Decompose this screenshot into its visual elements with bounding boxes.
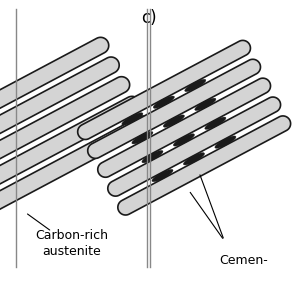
- Text: Cemen-: Cemen-: [219, 254, 268, 267]
- Polygon shape: [88, 59, 260, 158]
- Polygon shape: [185, 79, 206, 91]
- Polygon shape: [0, 116, 151, 230]
- Polygon shape: [0, 57, 119, 171]
- Polygon shape: [215, 136, 236, 148]
- Polygon shape: [78, 40, 250, 140]
- Polygon shape: [183, 153, 205, 165]
- Polygon shape: [132, 132, 153, 144]
- Polygon shape: [152, 169, 173, 182]
- Polygon shape: [205, 117, 226, 129]
- Text: c): c): [141, 9, 156, 27]
- Polygon shape: [142, 151, 163, 163]
- Polygon shape: [108, 97, 281, 196]
- Polygon shape: [122, 113, 143, 125]
- Polygon shape: [163, 115, 184, 127]
- Polygon shape: [0, 37, 109, 151]
- Polygon shape: [0, 77, 130, 191]
- Text: Carbon-rich
austenite: Carbon-rich austenite: [35, 229, 108, 258]
- Polygon shape: [0, 96, 140, 210]
- Polygon shape: [173, 134, 195, 146]
- Polygon shape: [153, 96, 174, 108]
- Polygon shape: [98, 78, 271, 177]
- Polygon shape: [118, 116, 290, 215]
- Polygon shape: [195, 98, 216, 110]
